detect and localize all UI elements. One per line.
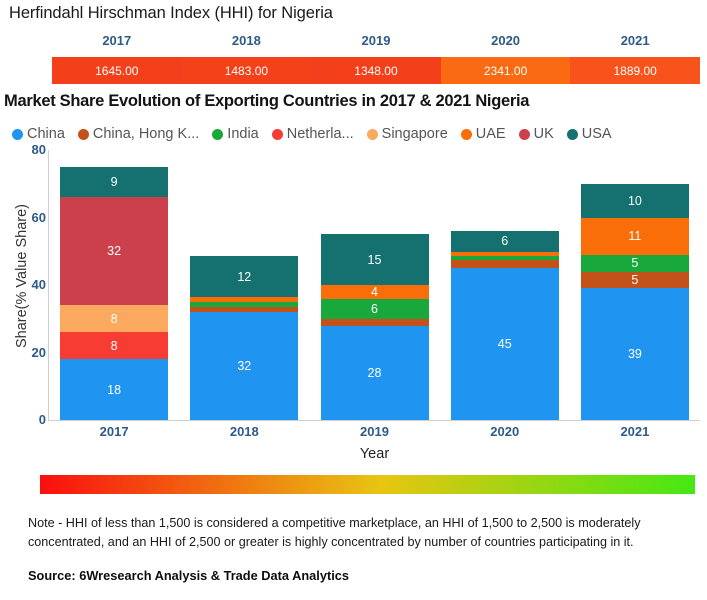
- bar-segment[interactable]: 45: [450, 268, 559, 420]
- bar-segment[interactable]: [190, 301, 299, 307]
- bar-segment[interactable]: 9: [60, 166, 169, 198]
- bar-segment[interactable]: 39: [580, 288, 689, 420]
- y-tick-0: 0: [38, 412, 46, 427]
- hhi-year-2021: 2021: [620, 33, 650, 48]
- bar-segment[interactable]: 18: [60, 359, 169, 420]
- y-tick-20: 20: [31, 344, 46, 360]
- stacked-bar[interactable]: 45 6: [450, 231, 559, 420]
- bar-segment[interactable]: [190, 306, 299, 312]
- legend-item-china-hong-k[interactable]: China, Hong K...: [77, 126, 200, 142]
- x-tick-2018: 2018: [229, 424, 259, 439]
- bar-segment[interactable]: 32: [190, 312, 299, 420]
- hhi-year-2017: 2017: [102, 33, 132, 48]
- hhi-value-cell: 1348.00: [311, 57, 441, 84]
- x-tick-2017: 2017: [99, 424, 129, 439]
- y-axis-ticks: 80 60 40 20 0: [0, 142, 46, 427]
- hhi-year-header: 2017 2018 2019 2020 2021: [52, 33, 700, 48]
- bar-segment[interactable]: [190, 296, 299, 302]
- bar-segment[interactable]: [450, 255, 559, 260]
- legend-item-label: Netherla...: [286, 126, 354, 142]
- stacked-bar[interactable]: 32 12: [190, 256, 299, 420]
- legend-item-label: China, Hong K...: [92, 126, 200, 142]
- y-tick-60: 60: [31, 209, 46, 225]
- legend-swatch-icon: [566, 128, 578, 140]
- bar-segment[interactable]: 8: [60, 305, 169, 333]
- legend-item-netherla[interactable]: Netherla...: [271, 126, 354, 142]
- plot-area: Share(% Value Share) 80 60 40 20 0 18 8 8 32 9 32…: [0, 142, 707, 462]
- bar-group-2021: 39 5 5 11 10: [570, 150, 700, 420]
- legend-swatch-icon: [77, 128, 89, 140]
- x-tick-2019: 2019: [360, 424, 389, 439]
- stacked-bar[interactable]: 39 5 5 11 10: [580, 183, 689, 420]
- legend-item-usa[interactable]: USA: [566, 126, 612, 142]
- bar-segment[interactable]: 8: [60, 332, 169, 360]
- bar-segment[interactable]: 6: [320, 298, 429, 319]
- hhi-year-2020: 2020: [491, 33, 521, 48]
- y-tick-80: 80: [31, 142, 46, 157]
- legend-swatch-icon: [460, 128, 472, 140]
- bar-segment[interactable]: 4: [320, 285, 429, 299]
- legend-item-label: USA: [581, 126, 612, 142]
- bar-segment[interactable]: [320, 318, 429, 326]
- hhi-title: Herfindahl Hirschman Index (HHI) for Nig…: [9, 4, 333, 22]
- bar-segment[interactable]: 5: [580, 271, 689, 289]
- bar-group-2017: 18 8 8 32 9: [49, 150, 179, 420]
- chart-legend: China China, Hong K... India Netherla... Sin…: [12, 126, 702, 142]
- hhi-value-cell: 1483.00: [181, 57, 312, 84]
- bar-segment[interactable]: 10: [580, 183, 689, 218]
- legend-item-uk[interactable]: UK: [518, 126, 554, 142]
- legend-item-label: Singapore: [381, 126, 448, 142]
- stacked-bar[interactable]: 18 8 8 32 9: [60, 166, 169, 420]
- hhi-gradient-scale-bar: [40, 475, 695, 494]
- x-tick-2021: 2021: [620, 424, 650, 439]
- bar-segment[interactable]: 15: [320, 234, 429, 285]
- bar-segment[interactable]: 6: [450, 231, 559, 252]
- legend-item-label: UAE: [475, 126, 506, 142]
- bar-columns: 18 8 8 32 9 32 12 28 6 4 15 45 6 39 5 5 11 10: [49, 150, 700, 420]
- legend-item-uae[interactable]: UAE: [460, 126, 506, 142]
- legend-swatch-icon: [366, 128, 378, 140]
- hhi-year-2019: 2019: [361, 33, 391, 48]
- bar-segment[interactable]: [450, 259, 559, 269]
- bar-segment[interactable]: 5: [580, 254, 689, 272]
- y-axis-line: [48, 150, 49, 420]
- legend-swatch-icon: [271, 128, 283, 140]
- x-tick-2020: 2020: [490, 424, 520, 439]
- legend-swatch-icon: [212, 128, 224, 140]
- bar-group-2019: 28 6 4 15: [309, 150, 439, 420]
- hhi-year-2018: 2018: [231, 33, 261, 48]
- legend-swatch-icon: [12, 128, 23, 140]
- bar-segment[interactable]: 32: [60, 197, 169, 306]
- footer-note: Note - HHI of less than 1,500 is conside…: [28, 516, 641, 549]
- bar-group-2020: 45 6: [440, 150, 570, 420]
- legend-swatch-icon: [518, 128, 530, 140]
- legend-item-singapore[interactable]: Singapore: [366, 126, 448, 142]
- hhi-value-cell: 1645.00: [52, 57, 182, 84]
- stacked-bar[interactable]: 28 6 4 15: [320, 234, 429, 420]
- x-axis-line: [48, 420, 700, 421]
- hhi-value-cell: 2341.00: [440, 57, 571, 84]
- hhi-value-cell: 1889.00: [570, 57, 700, 84]
- y-tick-40: 40: [31, 277, 46, 292]
- bar-segment[interactable]: 28: [320, 325, 429, 420]
- legend-item-china[interactable]: China: [12, 126, 65, 142]
- legend-item-india[interactable]: India: [212, 126, 259, 142]
- bar-segment[interactable]: 12: [190, 256, 299, 297]
- legend-item-label: UK: [533, 126, 554, 142]
- footer-source: Source: 6Wresearch Analysis & Trade Data…: [28, 568, 350, 583]
- chart-title: Market Share Evolution of Exporting Coun…: [4, 92, 530, 110]
- legend-item-label: India: [227, 126, 259, 142]
- bar-group-2018: 32 12: [179, 150, 309, 420]
- x-axis-ticks: 2017 2018 2019 2020 2021: [49, 424, 700, 439]
- bar-segment[interactable]: 11: [580, 217, 689, 255]
- hhi-value-bar: 1645.00 1483.00 1348.00 2341.00 1889.00: [52, 57, 700, 84]
- x-axis-label: Year: [359, 446, 390, 462]
- bar-segment[interactable]: [450, 251, 559, 256]
- legend-item-label: China: [27, 126, 65, 142]
